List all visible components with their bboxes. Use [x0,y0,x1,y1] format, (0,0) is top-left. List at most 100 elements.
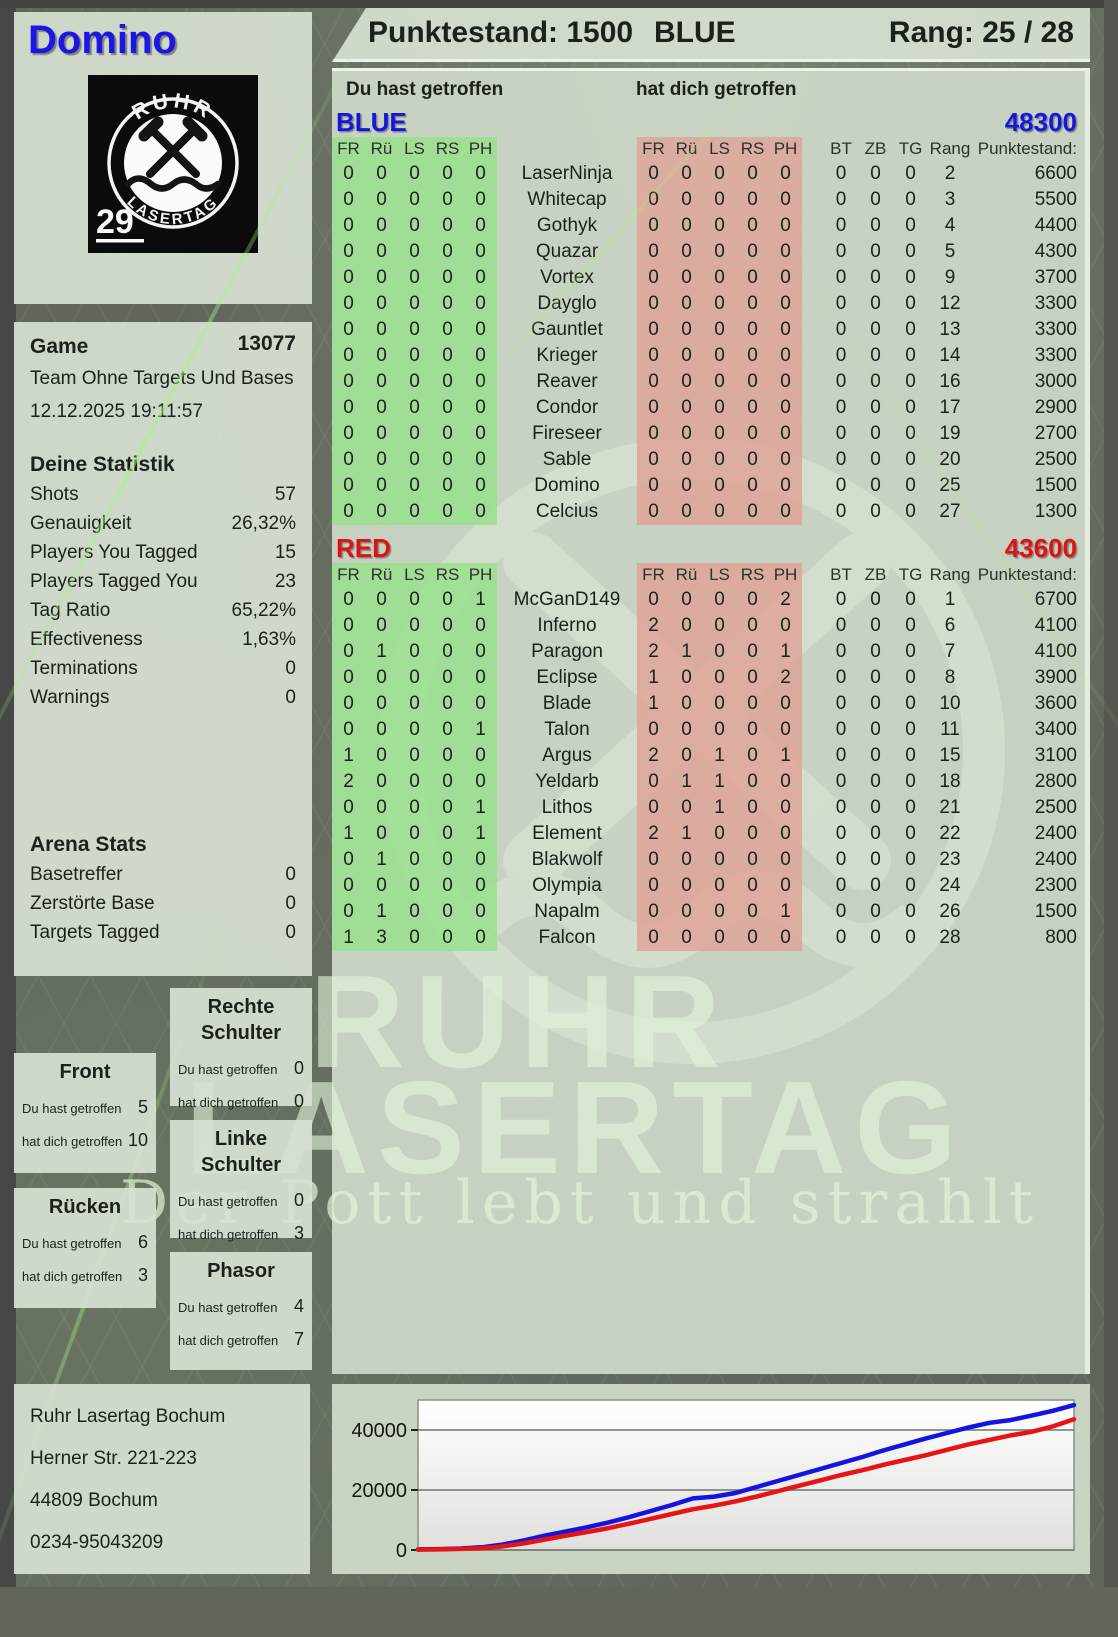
bt-value: 0 [835,797,847,818]
hit-you-value: 0 [637,925,670,951]
hit-you-value: 0 [703,587,736,613]
hit-you-value: 0 [637,717,670,743]
hit-you-value: 0 [703,925,736,951]
punktestand-value: 5500 [1034,189,1077,210]
hit-zone-row: hat dich getroffen 3 [178,1223,304,1244]
table-row: 0 0 0 0 0 Dayglo 0 0 0 0 0 0 0 0 12 3300 [332,291,1085,317]
tg-value: 0 [905,397,916,418]
you-hit-value: 0 [398,239,431,265]
hit-you-value: 0 [703,291,736,317]
you-hit-value: 0 [431,613,464,639]
you-hit-header: Du hast getroffen [346,79,504,100]
you-hit-value: 0 [398,691,431,717]
you-hit-value: 1 [365,899,398,925]
punktestand-value: 3700 [1034,267,1077,288]
hit-zone-front: Front Du hast getroffen 5 hat dich getroffe… [14,1053,156,1173]
player-name-cell: Inferno [537,615,597,636]
you-hit-value: 0 [398,665,431,691]
stat-value: 15 [274,542,296,563]
hit-zone-you-value: 0 [293,1190,304,1210]
top-header-bar: Punktestand: 1500 BLUE Rang: 25 / 28 [332,8,1090,62]
score-line-blue [415,1402,1077,1552]
spacer [802,795,824,821]
hit-zone-you-label: Du hast getroffen [22,1236,122,1251]
hit-you-value: 0 [670,925,703,951]
you-hit-value: 0 [431,639,464,665]
hit-you-value: 0 [736,717,769,743]
you-hit-value: 0 [365,821,398,847]
stat-value: 0 [285,893,296,914]
hit-zone-title: Linke Schulter [200,1128,282,1176]
hit-you-value: 0 [703,639,736,665]
hit-you-value: 0 [670,665,703,691]
you-hit-value: 0 [464,665,497,691]
rang-value: 1 [944,589,956,610]
hit-you-value: 0 [703,613,736,639]
hit-zone-row: hat dich getroffen 10 [22,1130,148,1151]
punktestand-value: 2500 [1034,449,1077,470]
spacer [802,769,824,795]
hit-you-value: 0 [769,421,802,447]
player-name-cell: McGanD149 [513,589,621,610]
you-hit-value: 0 [398,395,431,421]
you-hit-value: 0 [398,587,431,613]
hit-zone-row: hat dich getroffen 0 [178,1091,304,1112]
stat-row: Targets Tagged 0 [30,918,296,947]
hit-zone-them-label: hat dich getroffen [22,1269,123,1284]
stat-label: Targets Tagged [30,922,160,943]
zb-value: 0 [870,667,881,688]
team-block-red: RED 43600 FR Rü LS RS PH FR Rü LS RS PH BT ZB TG Rang Pu… [332,533,1085,951]
spacer [802,899,824,925]
hit-you-value: 0 [736,821,769,847]
punktestand-value: 3400 [1034,719,1077,740]
bt-value: 0 [835,371,847,392]
player-name-cell: Gothyk [536,215,598,236]
hit-you-value: 0 [769,795,802,821]
hit-you-value: 0 [769,717,802,743]
you-hit-value: 0 [431,665,464,691]
rang-value: 9 [944,267,956,288]
hit-you-value: 0 [670,899,703,925]
punktestand-value: 4300 [1034,241,1077,262]
rang-value: 18 [939,771,961,792]
you-hit-value: 1 [365,639,398,665]
game-info-panel: Game 13077 Team Ohne Targets Und Bases 1… [14,322,312,976]
player-name-cell: Yeldarb [535,771,599,792]
spacer [802,563,824,587]
you-hit-value: 0 [332,499,365,525]
you-hit-value: 0 [398,769,431,795]
you-hit-value: 0 [464,613,497,639]
bt-value: 0 [835,449,847,470]
you-hit-value: 0 [398,613,431,639]
you-hit-value: 0 [431,587,464,613]
punktestand-value: 4400 [1034,215,1077,236]
zb-value: 0 [870,475,881,496]
hit-you-value: 0 [736,899,769,925]
table-row: 0 0 0 0 1 McGanD149 0 0 0 0 2 0 0 0 1 6700 [332,587,1085,613]
bt-value: 0 [835,423,847,444]
zb-value: 0 [870,319,881,340]
you-hit-value: 1 [365,847,398,873]
stat-label: Tag Ratio [30,600,111,621]
hit-you-value: 1 [670,639,703,665]
zb-value: 0 [870,771,881,792]
game-mode: Team Ohne Targets Und Bases [30,368,294,389]
hit-you-value: 0 [736,421,769,447]
bt-value: 0 [835,293,847,314]
rang-value: 22 [939,823,961,844]
you-hit-value: 0 [464,899,497,925]
player-panel: Domino RUHR LASERTAG [14,12,312,304]
player-name-cell: Domino [534,475,600,496]
player-name-cell: Paragon [531,641,603,662]
punktestand-value: 2500 [1034,797,1077,818]
you-hit-value: 0 [431,499,464,525]
hit-you-value: 0 [637,187,670,213]
hit-zone-you-value: 0 [293,1058,304,1078]
stat-label: Basetreffer [30,864,123,885]
you-hit-value: 0 [332,239,365,265]
player-name-cell: Element [532,823,602,844]
punktestand-value: 3300 [1034,345,1077,366]
rank-label: Rang: 25 / 28 [888,16,1074,49]
you-hit-value: 0 [398,421,431,447]
stat-value: 23 [274,571,296,592]
